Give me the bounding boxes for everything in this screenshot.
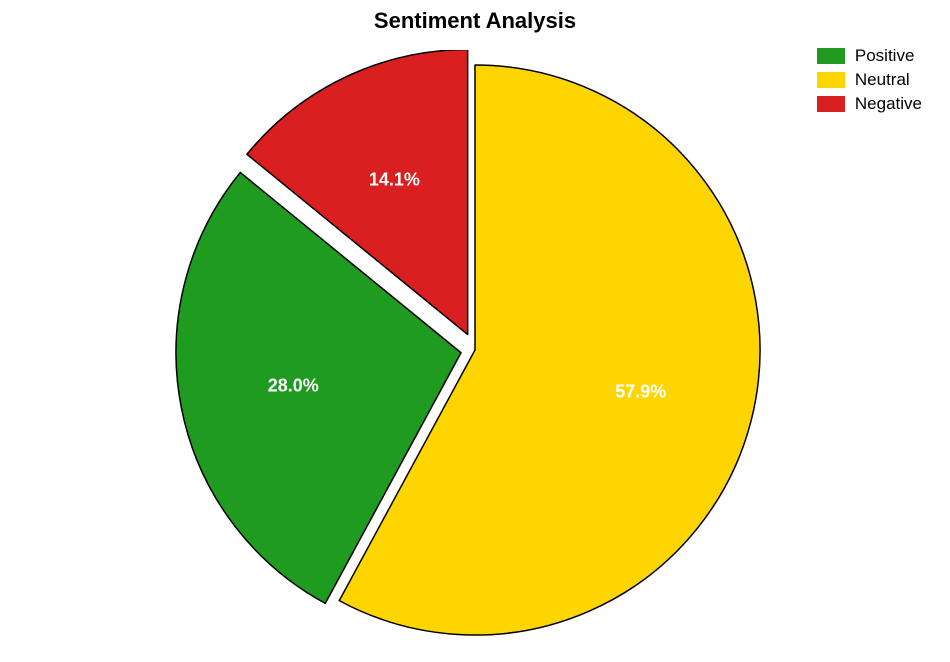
- legend-item-negative: Negative: [817, 94, 922, 114]
- legend-label-negative: Negative: [855, 94, 922, 114]
- legend-swatch-negative: [817, 96, 845, 112]
- pie-slice-label-positive: 28.0%: [268, 375, 319, 396]
- legend-item-positive: Positive: [817, 46, 922, 66]
- legend-item-neutral: Neutral: [817, 70, 922, 90]
- legend-label-neutral: Neutral: [855, 70, 910, 90]
- legend-label-positive: Positive: [855, 46, 915, 66]
- pie-chart-container: { "chart": { "type": "pie", "title": "Se…: [0, 0, 950, 662]
- pie-slice-label-negative: 14.1%: [369, 170, 420, 191]
- pie-chart: 57.9% 28.0% 14.1%: [0, 50, 950, 650]
- pie-slice-label-neutral: 57.9%: [615, 382, 666, 403]
- chart-title: Sentiment Analysis: [0, 8, 950, 34]
- legend: Positive Neutral Negative: [817, 46, 922, 118]
- legend-swatch-neutral: [817, 72, 845, 88]
- legend-swatch-positive: [817, 48, 845, 64]
